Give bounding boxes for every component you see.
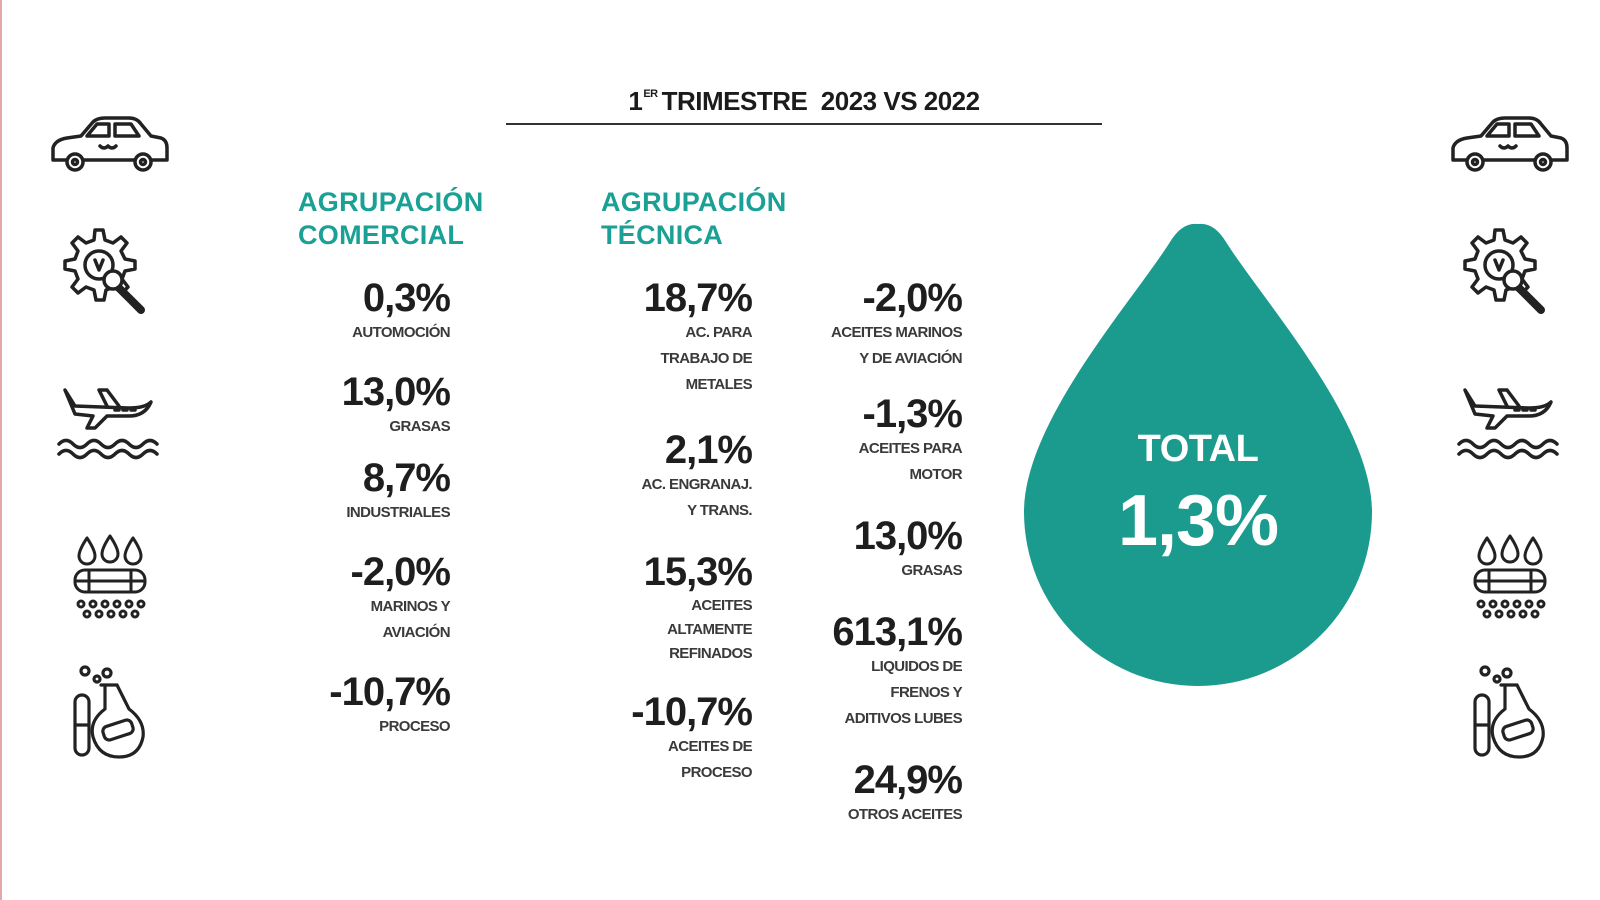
stat-value: 13,0% <box>341 370 451 414</box>
chemistry-flask-icon <box>1445 665 1575 765</box>
stat-commercial-industriales: 8,7% INDUSTRIALES <box>346 456 451 526</box>
plane-waves-icon <box>45 370 175 470</box>
stat-label: GRASAS <box>901 562 962 579</box>
stat-label: ADITIVOS LUBES <box>844 710 963 727</box>
stat-label: LIQUIDOS DE <box>871 658 963 675</box>
stat-label: OTROS ACEITES <box>847 806 963 823</box>
stat-label: PROCESO <box>681 764 752 781</box>
stat-commercial-proceso: -10,7% PROCESO <box>329 670 451 740</box>
stat-technical-frenos: 613,1% LIQUIDOS DE FRENOS Y ADITIVOS LUB… <box>832 610 963 732</box>
stat-value: 2,1% <box>664 428 753 472</box>
stat-value: -1,3% <box>862 392 964 436</box>
stat-technical-otros: 24,9% OTROS ACEITES <box>847 758 963 828</box>
stat-label: ACEITES DE <box>667 738 753 755</box>
gear-magnifier-icon <box>45 222 175 322</box>
stat-value: 24,9% <box>853 758 963 802</box>
stat-label: INDUSTRIALES <box>346 504 450 521</box>
stat-label: TRABAJO DE <box>660 350 752 367</box>
stat-label: ACEITES MARINOS <box>830 324 963 341</box>
title-text: TRIMESTRE 2023 VS 2022 <box>661 86 980 116</box>
technical-heading-line2: TÉCNICA <box>601 220 724 250</box>
stat-commercial-automocion: 0,3% AUTOMOCIÓN <box>352 276 451 346</box>
stat-technical-engranajes: 2,1% AC. ENGRANAJ. Y TRANS. <box>641 428 753 524</box>
total-label: TOTAL <box>1137 428 1259 470</box>
stat-label: AC. ENGRANAJ. <box>641 476 752 493</box>
stat-label: GRASAS <box>389 418 450 435</box>
commercial-heading-line2: COMERCIAL <box>298 220 465 250</box>
stat-label: AC. PARA <box>685 324 752 341</box>
title-underline <box>506 123 1102 125</box>
oil-drops-pipeline-icon <box>45 530 175 630</box>
title-ordinal-suffix: ER <box>643 88 658 100</box>
commercial-group-heading: AGRUPACIÓN COMERCIAL <box>298 186 484 252</box>
stat-label: ACEITES <box>691 597 752 614</box>
stat-value: 18,7% <box>643 276 753 320</box>
title-ordinal: 1 <box>628 86 643 116</box>
stat-label: MARINOS Y <box>370 598 451 615</box>
commercial-heading-line1: AGRUPACIÓN <box>298 187 484 217</box>
stat-value: -10,7% <box>329 670 451 714</box>
gear-magnifier-icon <box>1445 222 1575 322</box>
technical-group-heading: AGRUPACIÓN TÉCNICA <box>601 186 787 252</box>
stat-value: 8,7% <box>362 456 451 500</box>
stat-technical-grasas: 13,0% GRASAS <box>853 514 963 584</box>
stat-label: MOTOR <box>909 466 962 483</box>
stat-label: PROCESO <box>379 718 450 735</box>
total-value: 1,3% <box>1117 481 1279 561</box>
stat-label: FRENOS Y <box>890 684 962 701</box>
stat-value: 13,0% <box>853 514 963 558</box>
stat-value: 15,3% <box>643 550 753 594</box>
stat-label: ALTAMENTE <box>667 621 752 638</box>
page-title: 1ER TRIMESTRE 2023 VS 2022 <box>506 86 1102 117</box>
stat-value: 0,3% <box>362 276 451 320</box>
stat-label: ACEITES PARA <box>858 440 963 457</box>
stat-technical-metales: 18,7% AC. PARA TRABAJO DE METALES <box>643 276 753 398</box>
stat-label: Y TRANS. <box>687 502 753 519</box>
stat-label: Y DE AVIACIÓN <box>859 350 962 367</box>
stat-value: -10,7% <box>631 690 753 734</box>
stat-technical-motor: -1,3% ACEITES PARA MOTOR <box>858 392 964 488</box>
stat-commercial-marinos: -2,0% MARINOS Y AVIACIÓN <box>351 550 451 646</box>
car-icon <box>45 100 175 200</box>
stat-label: METALES <box>685 376 753 393</box>
stat-label: AVIACIÓN <box>382 624 451 641</box>
stat-technical-refinados: 15,3% ACEITES ALTAMENTE REFINADOS <box>643 550 753 666</box>
stat-label: REFINADOS <box>669 645 753 662</box>
stat-technical-marinos: -2,0% ACEITES MARINOS Y DE AVIACIÓN <box>830 276 964 372</box>
plane-waves-icon <box>1445 370 1575 470</box>
car-icon <box>1445 100 1575 200</box>
stat-value: -2,0% <box>862 276 964 320</box>
stat-value: -2,0% <box>350 550 451 594</box>
oil-drops-pipeline-icon <box>1445 530 1575 630</box>
stat-label: AUTOMOCIÓN <box>352 324 450 341</box>
stat-commercial-grasas: 13,0% GRASAS <box>341 370 451 440</box>
stat-technical-proceso: -10,7% ACEITES DE PROCESO <box>631 690 753 786</box>
technical-heading-line1: AGRUPACIÓN <box>601 187 787 217</box>
chemistry-flask-icon <box>45 665 175 765</box>
total-drop-shape <box>1022 222 1374 688</box>
page-edge-line <box>0 0 2 900</box>
stat-value: 613,1% <box>832 610 963 654</box>
